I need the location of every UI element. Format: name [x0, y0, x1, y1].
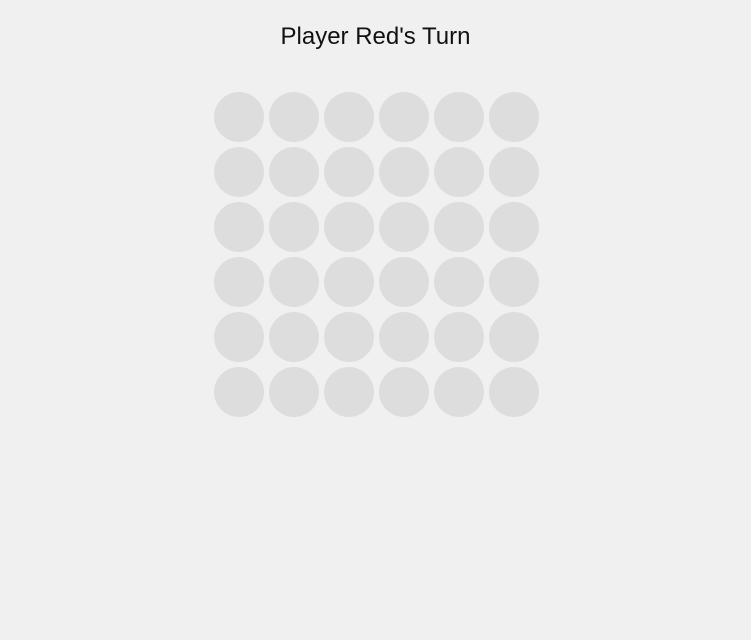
board-cell[interactable] [214, 367, 264, 417]
board-cell[interactable] [269, 367, 319, 417]
board-cell[interactable] [489, 202, 539, 252]
board-cell[interactable] [489, 147, 539, 197]
board-cell[interactable] [324, 147, 374, 197]
board-cell[interactable] [434, 202, 484, 252]
board-cell[interactable] [379, 312, 429, 362]
board-cell[interactable] [324, 92, 374, 142]
board-cell[interactable] [324, 367, 374, 417]
board-cell[interactable] [379, 257, 429, 307]
board-cell[interactable] [214, 312, 264, 362]
board-cell[interactable] [434, 92, 484, 142]
board-cell[interactable] [379, 92, 429, 142]
board-cell[interactable] [324, 202, 374, 252]
board-cell[interactable] [269, 202, 319, 252]
board-cell[interactable] [269, 92, 319, 142]
board-cell[interactable] [214, 257, 264, 307]
board-cell[interactable] [434, 257, 484, 307]
board-cell[interactable] [434, 367, 484, 417]
board-cell[interactable] [379, 367, 429, 417]
board-cell[interactable] [434, 312, 484, 362]
board-cell[interactable] [379, 202, 429, 252]
board-cell[interactable] [489, 312, 539, 362]
board-cell[interactable] [379, 147, 429, 197]
board-cell[interactable] [269, 312, 319, 362]
board-cell[interactable] [324, 257, 374, 307]
board-cell[interactable] [269, 147, 319, 197]
board-cell[interactable] [324, 312, 374, 362]
board-cell[interactable] [489, 257, 539, 307]
turn-status: Player Red's Turn [280, 23, 471, 50]
board-cell[interactable] [214, 92, 264, 142]
board-cell[interactable] [489, 92, 539, 142]
board-cell[interactable] [214, 202, 264, 252]
game-board [214, 92, 539, 417]
board-cell[interactable] [489, 367, 539, 417]
board-cell[interactable] [214, 147, 264, 197]
board-cell[interactable] [269, 257, 319, 307]
board-cell[interactable] [434, 147, 484, 197]
